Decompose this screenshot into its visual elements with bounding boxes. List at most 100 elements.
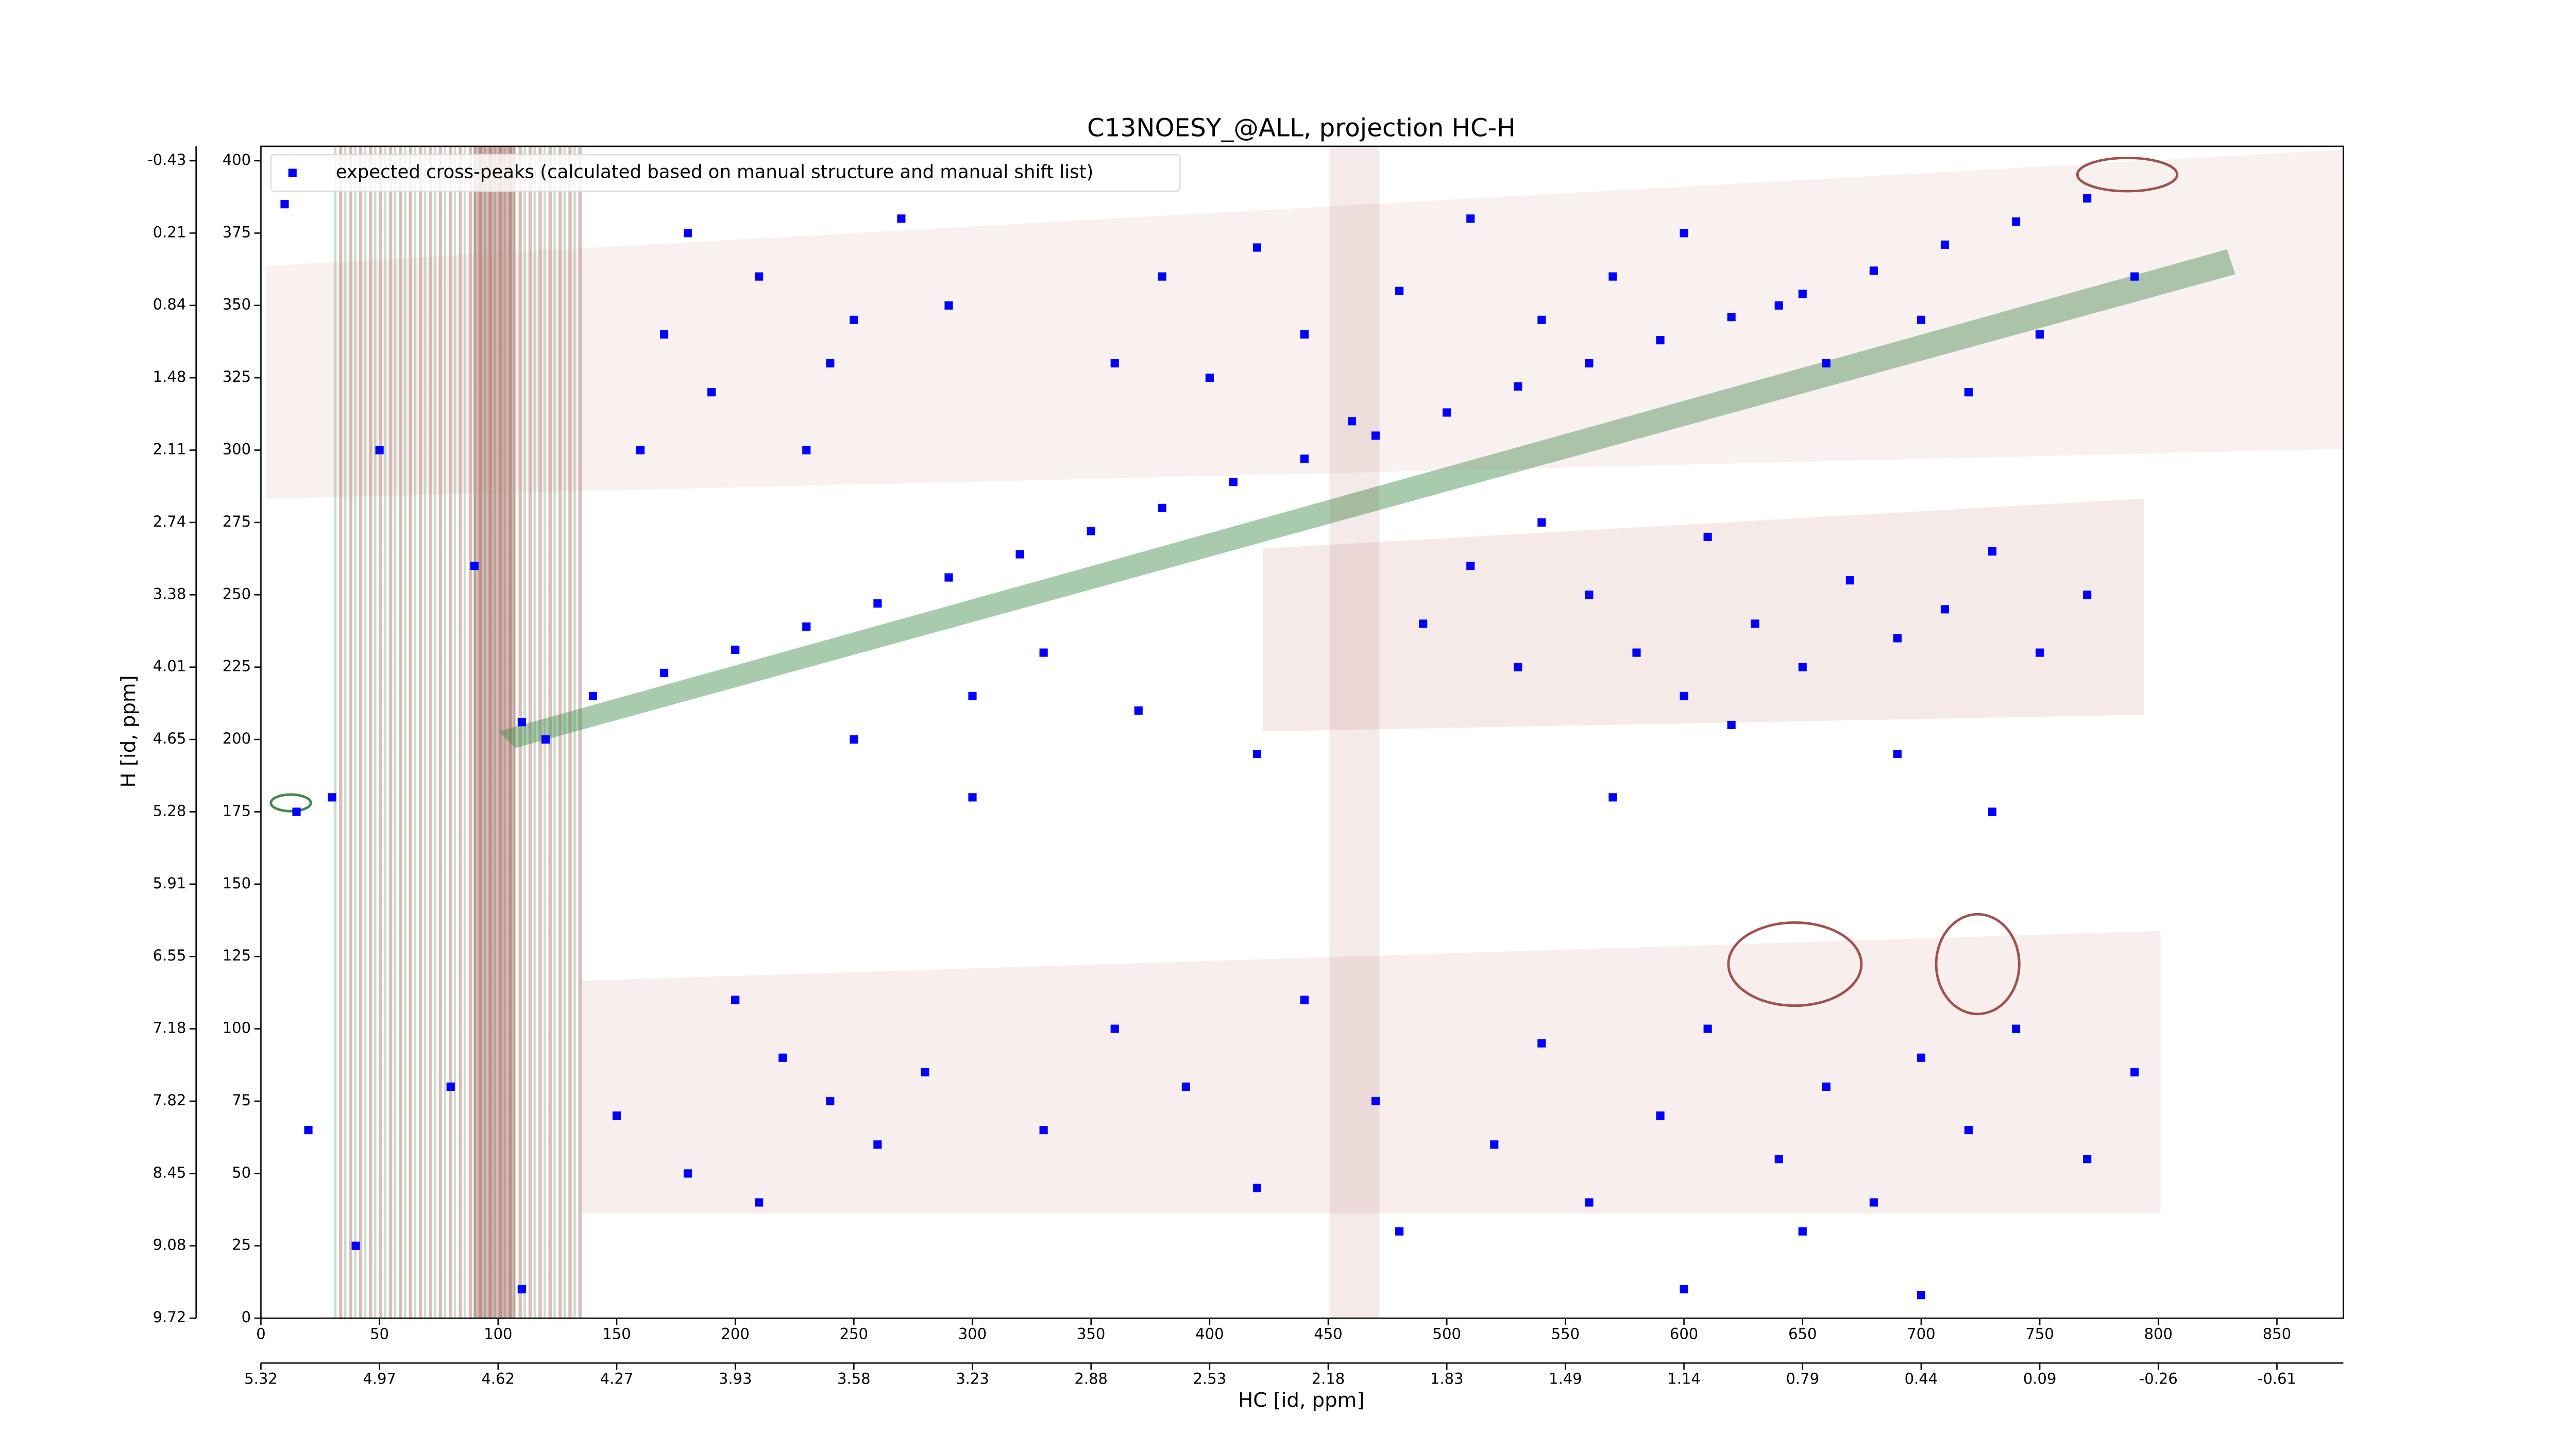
cross-peak [1252, 243, 1262, 252]
cross-peak [1015, 550, 1024, 559]
cross-peak [1917, 1291, 1926, 1300]
cross-peak [826, 359, 835, 368]
cross-peak [304, 1126, 313, 1135]
cross-peak [541, 735, 550, 744]
x2-tick-label: 4.62 [482, 1370, 515, 1387]
y2-tick-label: 0.84 [153, 296, 187, 313]
contour [1727, 921, 1863, 1007]
y2-tick-label: 2.11 [153, 441, 187, 458]
y2-tick-label: 8.45 [153, 1164, 187, 1181]
contour-band [1329, 146, 1380, 1319]
x-tick-label: 500 [1433, 1325, 1461, 1342]
plot-frame [260, 145, 2344, 1319]
y-tick-label: 200 [223, 730, 251, 747]
x-tick-label: 350 [1077, 1325, 1105, 1342]
y-tick-label: 275 [223, 513, 251, 530]
cross-peak [1419, 619, 1428, 628]
contour [2076, 157, 2179, 193]
cross-peak [517, 718, 526, 727]
cross-peak [588, 692, 598, 700]
cross-peak [2036, 648, 2044, 657]
cross-peak [470, 562, 479, 570]
cross-peak [1110, 1024, 1119, 1033]
contour-region [1263, 498, 2144, 732]
x2-tick-label: 3.93 [719, 1370, 752, 1387]
cross-peak [1608, 793, 1617, 802]
cross-peak [1845, 576, 1854, 585]
cross-peak [968, 692, 977, 700]
cross-peak [1158, 272, 1166, 281]
legend-label: expected cross-peaks (calculated based o… [336, 162, 1094, 183]
cross-peak [1252, 1184, 1262, 1192]
cross-peak [280, 200, 289, 209]
contour-band [332, 146, 582, 1319]
x-tick-label: 750 [2025, 1325, 2054, 1342]
cross-peak [1869, 1198, 1878, 1207]
cross-peak [1680, 1285, 1688, 1294]
cross-peak [755, 1198, 764, 1207]
cross-peak [968, 793, 977, 802]
cross-peak [1680, 229, 1688, 238]
contour-region [266, 149, 2344, 499]
x2-tick-label: 3.23 [956, 1370, 989, 1387]
cross-peak [1703, 532, 1712, 542]
cross-peak [1680, 692, 1688, 700]
cross-peak [778, 1053, 787, 1062]
cross-peak [684, 1169, 692, 1178]
y2-tick-label: 0.21 [153, 223, 187, 241]
cross-peak [802, 622, 811, 631]
y-tick-label: 375 [223, 223, 251, 241]
cross-peak [850, 315, 858, 324]
cross-peak [1514, 663, 1522, 671]
cross-peak [1940, 240, 1950, 249]
cross-peak [659, 330, 669, 339]
cross-peak [1727, 313, 1736, 322]
x2-tick-label: 2.53 [1193, 1370, 1227, 1387]
x2-tick-label: 3.58 [837, 1370, 871, 1387]
cross-peak [1466, 214, 1475, 223]
cross-peak [1822, 1082, 1831, 1091]
cross-peak [1205, 374, 1214, 382]
chart-title: C13NOESY_@ALL, projection HC-H [1087, 114, 1516, 143]
x2-tick-label: 1.14 [1667, 1370, 1701, 1387]
y-tick-label: 175 [223, 802, 251, 819]
cross-peak [1917, 1053, 1926, 1062]
cross-peak [1940, 605, 1950, 614]
cross-peak [1822, 359, 1831, 368]
x2-tick-label: 0.79 [1786, 1370, 1819, 1387]
cross-peak [873, 599, 882, 608]
y-tick-label: 300 [223, 441, 251, 458]
cross-peak [944, 301, 953, 310]
y2-tick-label: 7.82 [153, 1091, 187, 1109]
y-tick-label: 400 [223, 151, 251, 169]
x-tick-label: 800 [2144, 1325, 2173, 1342]
x-tick-label: 50 [370, 1325, 389, 1342]
cross-peak [707, 388, 716, 397]
cross-peak [1300, 454, 1309, 463]
cross-peak [1585, 591, 1594, 599]
cross-peak [1181, 1082, 1190, 1091]
x-tick-label: 100 [484, 1325, 512, 1342]
cross-peak [375, 446, 384, 454]
legend-marker [288, 169, 297, 177]
cross-peak [1514, 382, 1522, 391]
y-tick-label: 0 [242, 1308, 251, 1326]
x-tick-label: 250 [840, 1325, 868, 1342]
cross-peak [1300, 996, 1309, 1004]
diagonal-contour [498, 249, 2235, 748]
cross-peak [1134, 706, 1143, 715]
cross-peak [1537, 315, 1546, 324]
cross-peak [1632, 648, 1641, 657]
cross-peak [684, 229, 692, 238]
x-axis-label: HC [id, ppm] [1238, 1389, 1364, 1412]
cross-peak [1229, 478, 1238, 486]
contour [269, 793, 312, 813]
cross-peak [2130, 272, 2139, 281]
cross-peak [1798, 290, 1807, 298]
cross-peak [1656, 1111, 1665, 1120]
y2-tick-label: 3.38 [153, 585, 187, 602]
y-tick-label: 350 [223, 296, 251, 313]
cross-peak [1917, 315, 1926, 324]
x2-tick-label: -0.61 [2258, 1370, 2296, 1387]
cross-peak [1964, 1126, 1973, 1135]
